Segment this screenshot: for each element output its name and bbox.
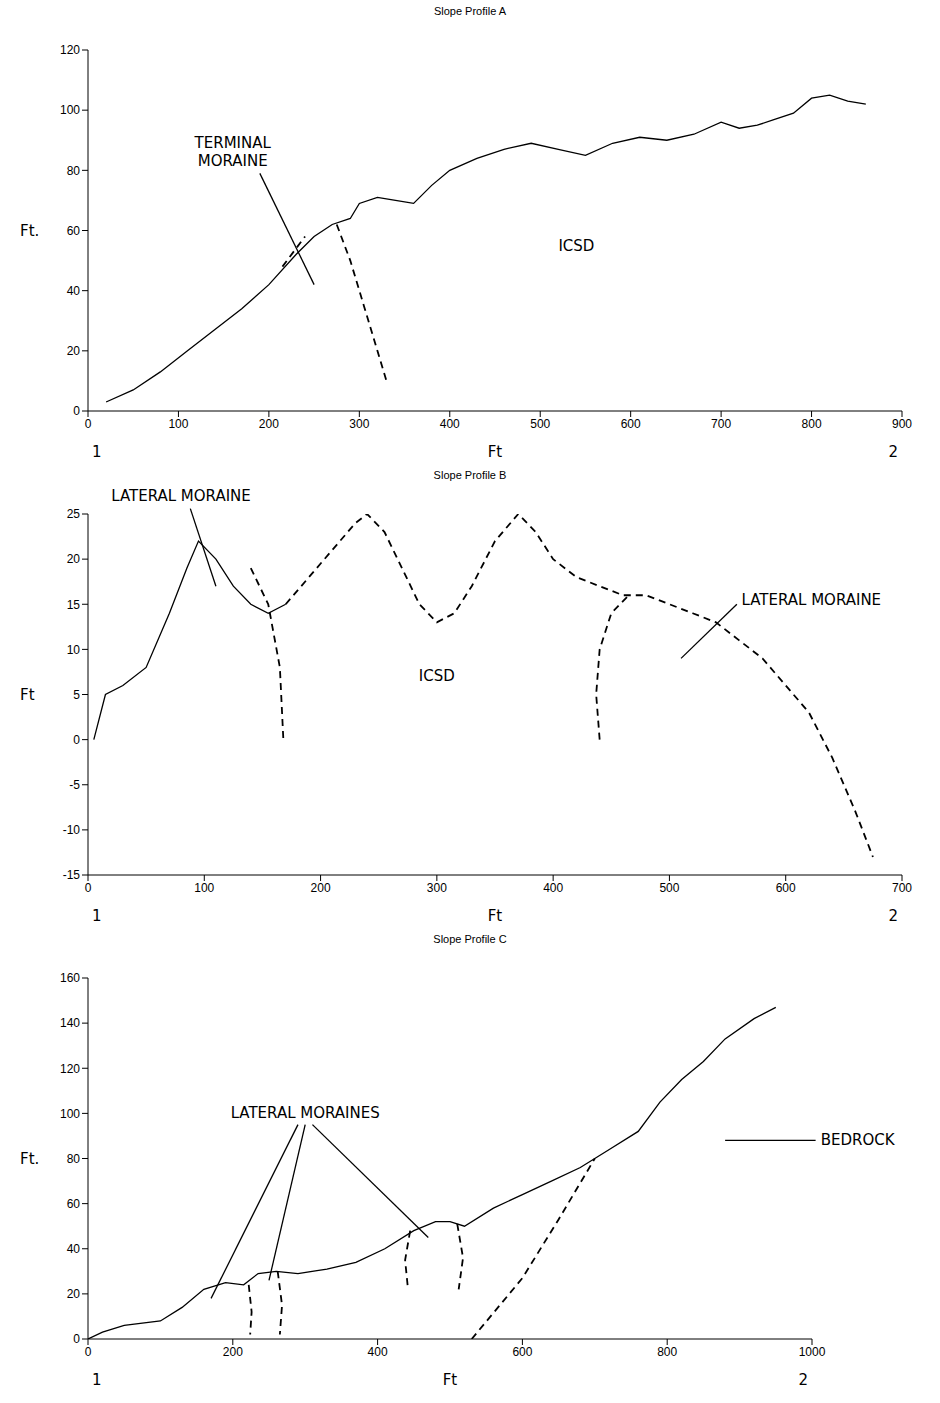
svg-text:20: 20 bbox=[67, 1287, 81, 1301]
svg-text:Ft.: Ft. bbox=[20, 1150, 39, 1168]
svg-text:25: 25 bbox=[67, 507, 81, 521]
svg-text:0: 0 bbox=[85, 881, 92, 895]
svg-text:60: 60 bbox=[67, 1197, 81, 1211]
svg-text:200: 200 bbox=[223, 1345, 243, 1359]
svg-text:900: 900 bbox=[892, 417, 912, 431]
svg-text:5: 5 bbox=[73, 688, 80, 702]
html-text:LATERAL MORAINE: LATERAL MORAINE bbox=[111, 486, 251, 505]
svg-text:100: 100 bbox=[194, 881, 214, 895]
svg-text:40: 40 bbox=[67, 284, 81, 298]
svg-text:Ft: Ft bbox=[443, 1371, 458, 1389]
svg-text:500: 500 bbox=[530, 417, 550, 431]
svg-text:1000: 1000 bbox=[799, 1345, 826, 1359]
svg-text:0: 0 bbox=[73, 1332, 80, 1346]
svg-text:-5: -5 bbox=[69, 778, 80, 792]
html-text:BEDROCK: BEDROCK bbox=[820, 1131, 895, 1150]
svg-text:400: 400 bbox=[440, 417, 460, 431]
svg-text:1: 1 bbox=[92, 1371, 102, 1389]
svg-text:80: 80 bbox=[67, 1152, 81, 1166]
svg-text:-15: -15 bbox=[63, 868, 81, 882]
svg-text:-10: -10 bbox=[63, 823, 81, 837]
html-text:ICSD: ICSD bbox=[558, 236, 595, 255]
svg-text:1: 1 bbox=[92, 907, 102, 925]
svg-text:500: 500 bbox=[659, 881, 679, 895]
svg-text:600: 600 bbox=[621, 417, 641, 431]
svg-text:200: 200 bbox=[259, 417, 279, 431]
svg-text:120: 120 bbox=[60, 1062, 80, 1076]
svg-text:700: 700 bbox=[892, 881, 912, 895]
html-text:Slope Profile B: Slope Profile B bbox=[433, 469, 507, 481]
svg-text:10: 10 bbox=[67, 643, 81, 657]
svg-text:800: 800 bbox=[802, 417, 822, 431]
svg-text:0: 0 bbox=[73, 733, 80, 747]
svg-text:2: 2 bbox=[888, 443, 898, 461]
svg-text:Ft: Ft bbox=[488, 907, 503, 925]
svg-text:Ft.: Ft. bbox=[20, 222, 39, 240]
html-text:LATERAL MORAINE: LATERAL MORAINE bbox=[741, 590, 882, 609]
svg-text:15: 15 bbox=[67, 598, 81, 612]
svg-text:0: 0 bbox=[85, 417, 92, 431]
svg-text:2: 2 bbox=[888, 907, 898, 925]
svg-text:0: 0 bbox=[73, 404, 80, 418]
html-text:ICSD: ICSD bbox=[418, 667, 455, 686]
svg-text:300: 300 bbox=[349, 417, 369, 431]
svg-text:160: 160 bbox=[60, 971, 80, 985]
svg-text:1: 1 bbox=[92, 443, 102, 461]
svg-text:0: 0 bbox=[85, 1345, 92, 1359]
svg-text:Ft: Ft bbox=[20, 686, 35, 704]
html-text:LATERAL MORAINES: LATERAL MORAINES bbox=[230, 1104, 380, 1123]
svg-text:800: 800 bbox=[657, 1345, 677, 1359]
svg-text:200: 200 bbox=[311, 881, 331, 895]
svg-text:Ft: Ft bbox=[488, 443, 503, 461]
html-text:TERMINAL MORAINE: TERMINAL MORAINE bbox=[194, 134, 271, 171]
svg-text:400: 400 bbox=[368, 1345, 388, 1359]
svg-text:100: 100 bbox=[60, 103, 80, 117]
svg-text:700: 700 bbox=[711, 417, 731, 431]
svg-text:20: 20 bbox=[67, 552, 81, 566]
svg-text:600: 600 bbox=[776, 881, 796, 895]
svg-text:80: 80 bbox=[67, 164, 81, 178]
svg-text:60: 60 bbox=[67, 224, 81, 238]
svg-text:300: 300 bbox=[427, 881, 447, 895]
svg-text:40: 40 bbox=[67, 1242, 81, 1256]
svg-text:2: 2 bbox=[798, 1371, 808, 1389]
svg-text:100: 100 bbox=[168, 417, 188, 431]
svg-text:120: 120 bbox=[60, 43, 80, 57]
svg-text:400: 400 bbox=[543, 881, 563, 895]
svg-text:600: 600 bbox=[512, 1345, 532, 1359]
html-text:Slope Profile A: Slope Profile A bbox=[433, 5, 507, 17]
html-text:Slope Profile C: Slope Profile C bbox=[433, 933, 507, 945]
svg-text:100: 100 bbox=[60, 1107, 80, 1121]
svg-text:140: 140 bbox=[60, 1016, 80, 1030]
svg-text:20: 20 bbox=[67, 344, 81, 358]
